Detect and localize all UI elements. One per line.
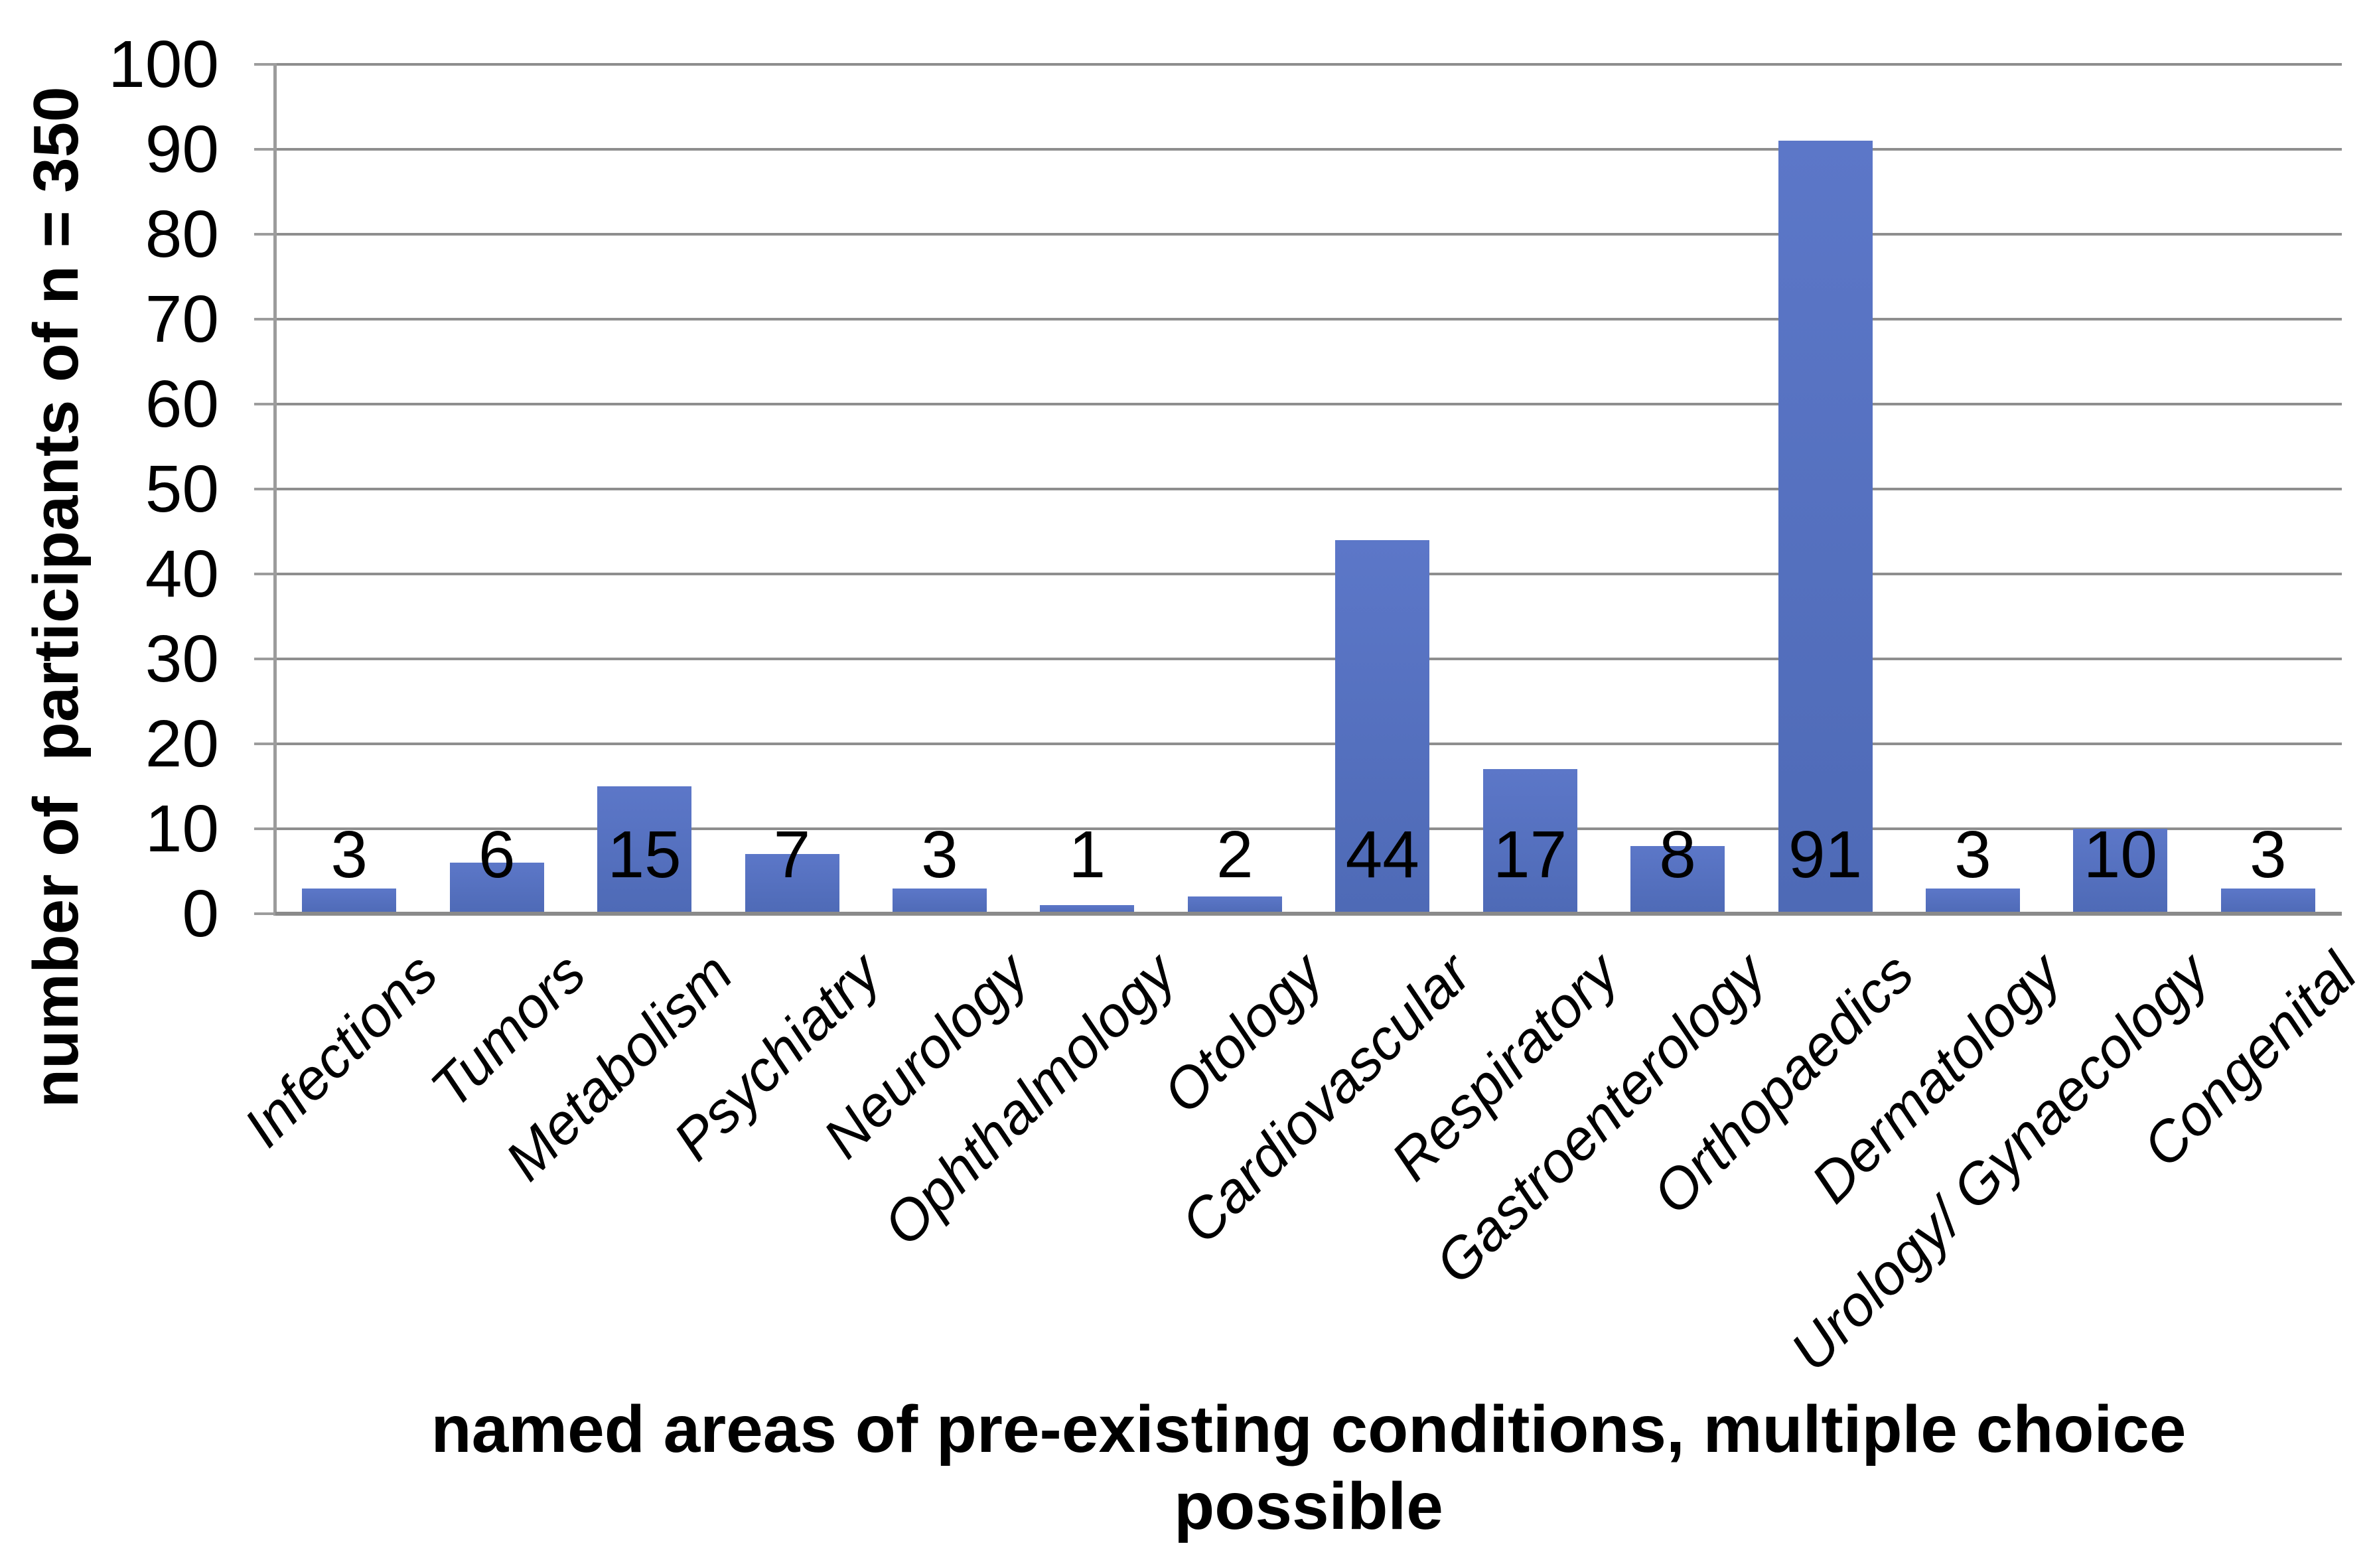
x-axis-title-line1: named areas of pre-existing conditions, …	[431, 1392, 2187, 1466]
bar-value-label: 6	[478, 818, 516, 892]
y-tick-label-40: 40	[145, 537, 219, 611]
x-axis-title: named areas of pre-existing conditions, …	[275, 1391, 2342, 1545]
y-tick-mark-50	[254, 488, 275, 490]
bar-value-label: 91	[1788, 818, 1863, 892]
y-tick-mark-30	[254, 658, 275, 660]
x-axis-line	[275, 912, 2342, 916]
bar-value-label: 3	[2249, 818, 2287, 892]
bar-infections	[302, 888, 397, 914]
gridline-y-70	[275, 318, 2342, 321]
gridline-y-100	[275, 63, 2342, 66]
bar-value-label: 3	[330, 818, 368, 892]
gridline-y-50	[275, 488, 2342, 490]
y-tick-label-50: 50	[145, 452, 219, 526]
y-tick-mark-60	[254, 403, 275, 405]
bar-value-label: 8	[1659, 818, 1696, 892]
bar-value-label: 3	[921, 818, 958, 892]
bar-orthopaedics	[1778, 141, 1873, 914]
bar-tumors	[449, 863, 544, 914]
bar-value-label: 17	[1493, 818, 1567, 892]
y-tick-mark-40	[254, 573, 275, 575]
bar-value-label: 44	[1345, 818, 1419, 892]
y-tick-label-100: 100	[108, 27, 219, 102]
bar-cardiovascular	[1335, 539, 1430, 914]
y-tick-mark-80	[254, 233, 275, 236]
gridline-y-90	[275, 148, 2342, 151]
y-tick-label-80: 80	[145, 197, 219, 271]
plot-area	[254, 63, 2342, 916]
bar-gastroenterology	[1630, 845, 1725, 914]
bar-urology-gynaecology	[2073, 829, 2168, 914]
bar-congenital	[2220, 888, 2315, 914]
gridline-y-10	[275, 827, 2342, 830]
gridline-y-20	[275, 743, 2342, 745]
bar-metabolism	[597, 786, 692, 914]
bar-neurology	[892, 888, 987, 914]
y-tick-mark-0	[254, 912, 275, 915]
y-tick-label-60: 60	[145, 367, 219, 441]
y-tick-label-70: 70	[145, 282, 219, 356]
x-category-label: Orthopaedics	[1640, 941, 1926, 1227]
bar-value-label: 7	[773, 818, 811, 892]
x-category-label: Infections	[232, 941, 450, 1159]
y-tick-label-0: 0	[182, 877, 219, 951]
gridline-y-80	[275, 233, 2342, 236]
bar-respiratory	[1482, 769, 1577, 914]
y-tick-label-10: 10	[145, 792, 219, 866]
bar-value-label: 1	[1068, 818, 1106, 892]
bar-otology	[1187, 896, 1282, 914]
y-tick-mark-20	[254, 743, 275, 745]
y-tick-label-20: 20	[145, 707, 219, 781]
y-tick-label-30: 30	[145, 622, 219, 696]
y-tick-mark-70	[254, 318, 275, 321]
gridline-y-30	[275, 658, 2342, 660]
y-tick-mark-90	[254, 148, 275, 151]
y-tick-mark-10	[254, 827, 275, 830]
bar-value-label: 15	[607, 818, 682, 892]
gridline-y-60	[275, 403, 2342, 405]
y-tick-label-90: 90	[145, 112, 219, 186]
bar-dermatology	[1925, 888, 2020, 914]
y-tick-mark-100	[254, 63, 275, 66]
bar-value-label: 10	[2083, 818, 2157, 892]
bar-psychiatry	[745, 854, 839, 914]
x-axis-title-line2: possible	[1174, 1469, 1443, 1543]
bar-value-label: 2	[1216, 818, 1254, 892]
bar-ophthalmology	[1040, 905, 1135, 914]
gridline-y-40	[275, 573, 2342, 575]
bar-value-label: 3	[1954, 818, 1991, 892]
